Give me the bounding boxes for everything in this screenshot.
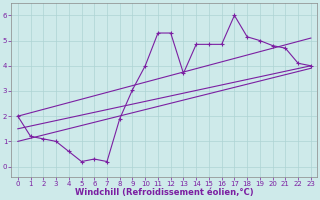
X-axis label: Windchill (Refroidissement éolien,°C): Windchill (Refroidissement éolien,°C) (75, 188, 254, 197)
